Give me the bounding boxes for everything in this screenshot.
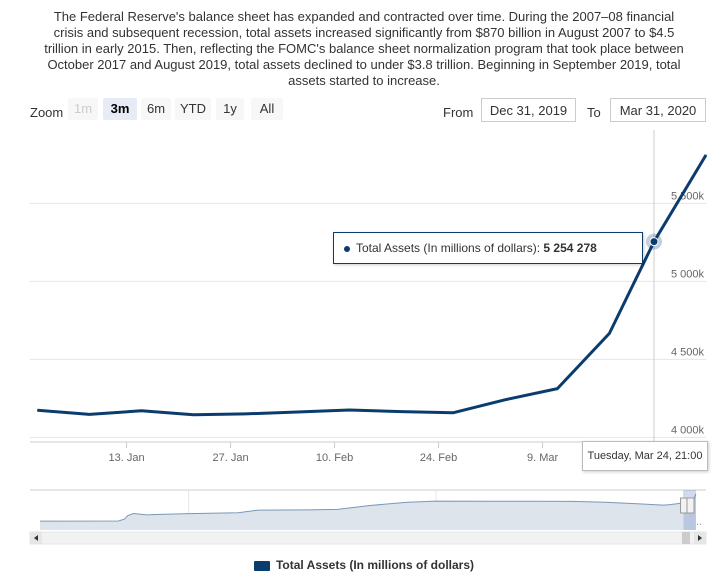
tooltip-marker-icon [344,246,350,252]
hover-point [649,237,659,247]
scrollbar-track[interactable] [29,531,707,545]
series-line-total-assets [37,154,708,417]
data-point [452,412,454,414]
data-point [400,411,402,413]
data-point [36,409,38,411]
y-tick-label: 4 000k [671,424,705,436]
data-point [244,413,246,415]
x-tick-label: 24. Feb [420,452,457,464]
data-point [140,410,142,412]
scrollbar-thumb[interactable] [682,532,690,544]
legend-swatch [253,560,270,571]
x-tick-label: 27. Jan [213,452,249,464]
legend[interactable]: Total Assets (In millions of dollars) [0,558,728,572]
crosshair-date-label: Tuesday, Mar 24, 21:00 [582,441,708,471]
legend-label: Total Assets (In millions of dollars) [275,558,475,572]
data-point [296,411,298,413]
y-tick-label: 5 500k [671,190,705,202]
navigator[interactable]: 201020152... [29,489,707,545]
arrow-right-icon [698,535,702,541]
to-label: To [587,105,601,120]
from-label: From [443,105,474,120]
data-point [705,154,707,156]
tooltip-series-name: Total Assets (In millions of dollars) [356,241,537,255]
data-point [556,388,558,390]
x-tick-label: 10. Feb [316,452,353,464]
zoom-1m-button[interactable]: 1m [68,98,98,120]
range-selector: Zoom 1m 3m 6m YTD 1y All From To [0,98,728,126]
navigator-series-line [39,493,697,522]
x-tick-label: 13. Jan [109,452,145,464]
zoom-label: Zoom [30,105,64,120]
data-point [88,413,90,415]
tooltip-value: 5 254 278 [543,241,597,255]
data-point [192,414,194,416]
zoom-3m-button[interactable]: 3m [103,98,137,120]
zoom-1y-button[interactable]: 1y [216,98,244,120]
arrow-left-icon [34,535,38,541]
zoom-ytd-button[interactable]: YTD [175,98,211,120]
x-axis: 13. Jan 27. Jan 10. Feb 24. Feb 9. Mar [109,442,559,464]
zoom-6m-button[interactable]: 6m [141,98,171,120]
y-tick-label: 4 500k [671,346,705,358]
tooltip: Total Assets (In millions of dollars): 5… [333,232,643,264]
data-point [504,399,506,401]
y-axis: 4 000k 4 500k 5 000k 5 500k [671,190,705,436]
from-date-input[interactable] [481,98,576,122]
zoom-all-button[interactable]: All [251,98,283,120]
y-tick-label: 5 000k [671,268,705,280]
x-tick-label: 9. Mar [527,452,559,464]
grid-lines [30,202,706,443]
to-date-input[interactable] [610,98,706,122]
chart-description: The Federal Reserve's balance sheet has … [44,9,684,88]
navigator-area [40,493,696,530]
navigator-handle[interactable] [680,497,689,514]
data-point [348,409,350,411]
data-point [608,332,610,334]
series-points [36,154,707,416]
navigator-handle[interactable] [686,497,695,514]
